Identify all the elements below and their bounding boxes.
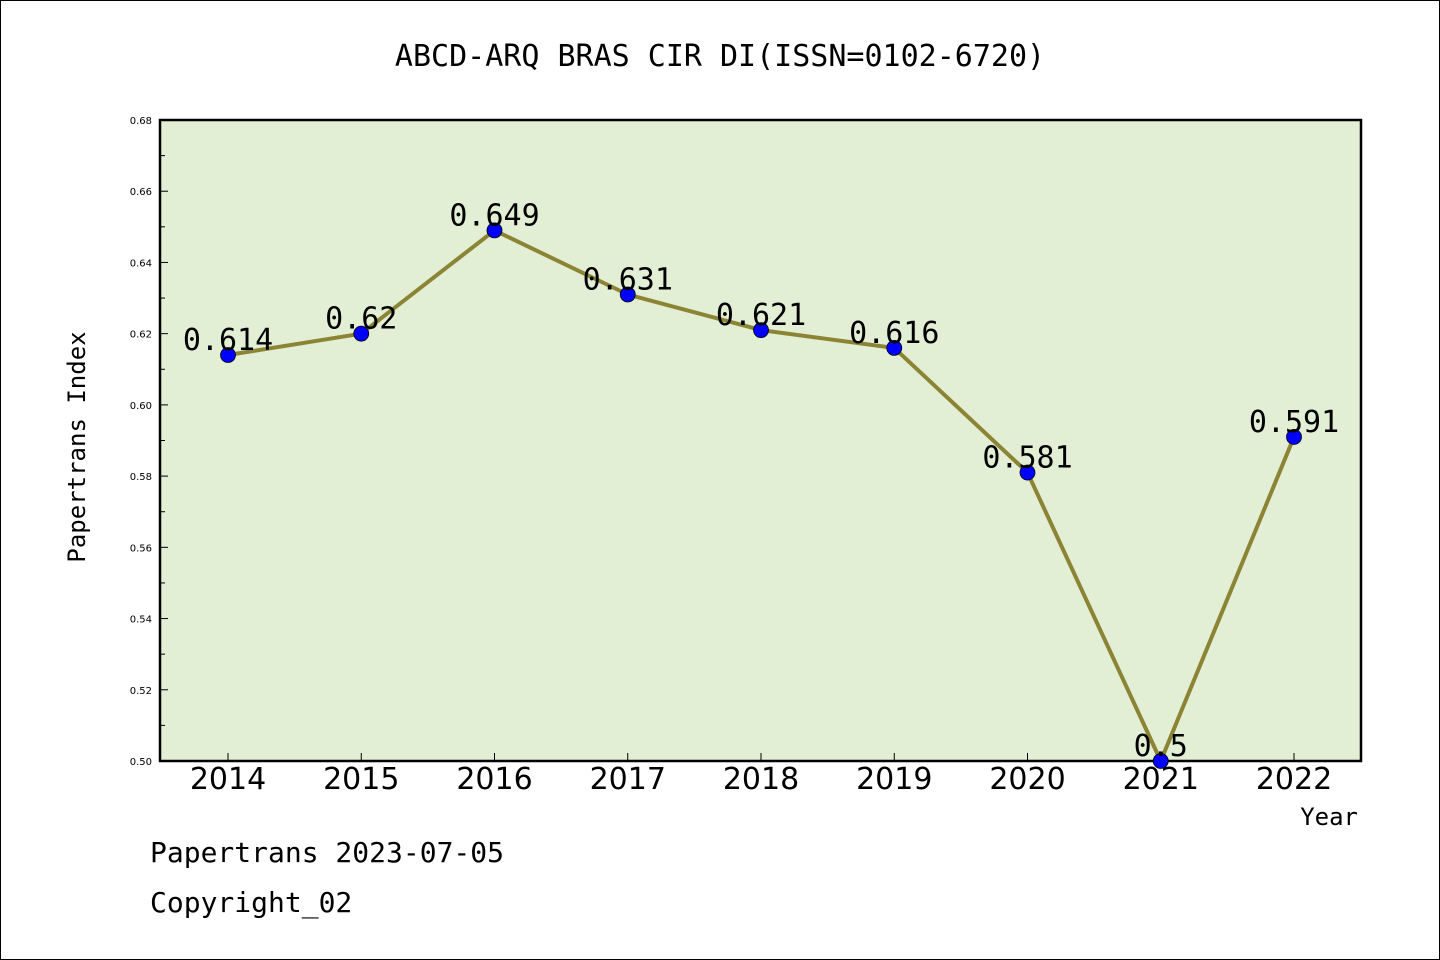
data-labels: 0.614 0.62 0.649 0.631 0.621 0.616 0.581 0.5 0.5… <box>183 198 1339 764</box>
plot-area <box>158 118 1363 763</box>
data-label: 0.591 <box>1249 405 1339 440</box>
footer-copyright: Copyright_02 <box>150 886 353 919</box>
y-tick-label: 0.56 <box>130 543 152 554</box>
y-tick-label: 0.54 <box>130 615 152 626</box>
x-axis-label: Year <box>1300 803 1358 831</box>
data-point <box>220 347 236 363</box>
data-point <box>1019 464 1036 481</box>
x-tick-label: 2018 <box>723 762 799 797</box>
x-tick-label: 2022 <box>1256 762 1332 797</box>
footer-date: Papertrans 2023-07-05 <box>150 836 505 869</box>
data-point <box>1286 429 1302 445</box>
data-point <box>1152 753 1169 769</box>
y-tick-label: 0.60 <box>130 401 152 412</box>
chart-title: ABCD-ARQ BRAS CIR DI(ISSN=0102-6720) <box>395 39 1045 74</box>
y-tick-label: 0.58 <box>130 472 152 483</box>
y-tick-label: 0.64 <box>130 258 152 269</box>
data-label: 0.5 <box>1134 729 1188 764</box>
data-label: 0.621 <box>716 298 806 333</box>
x-tick-label: 2015 <box>323 762 399 797</box>
data-label: 0.616 <box>849 316 939 351</box>
data-point <box>886 340 903 356</box>
y-tick-label: 0.52 <box>130 686 152 697</box>
data-point <box>486 222 503 239</box>
data-point <box>753 322 769 339</box>
x-tick-label: 2019 <box>856 762 932 797</box>
y-axis-label: Papertrans Index <box>63 331 91 562</box>
x-tick-label: 2014 <box>190 762 266 797</box>
data-label: 0.62 <box>325 302 397 337</box>
y-tick-label: 0.50 <box>130 757 152 768</box>
data-point <box>619 286 636 303</box>
y-axis: 0.50 0.52 0.54 0.56 0.58 0.60 0.62 0.64 0.66 0.68 <box>130 116 168 768</box>
data-label: 0.649 <box>449 198 539 233</box>
data-label: 0.581 <box>982 441 1072 476</box>
data-point <box>353 325 370 342</box>
y-tick-label: 0.66 <box>130 187 152 198</box>
x-tick-label: 2017 <box>590 762 666 797</box>
y-tick-label: 0.62 <box>130 330 152 341</box>
x-tick-label: 2020 <box>989 762 1065 797</box>
series-line <box>220 222 1302 769</box>
data-label: 0.631 <box>583 262 673 297</box>
x-tick-label: 2016 <box>456 762 532 797</box>
y-tick-label: 0.68 <box>130 116 152 127</box>
data-label: 0.614 <box>183 323 273 358</box>
x-axis: 2014 2015 2016 2017 2018 2019 2020 2021 2022 <box>190 753 1332 797</box>
